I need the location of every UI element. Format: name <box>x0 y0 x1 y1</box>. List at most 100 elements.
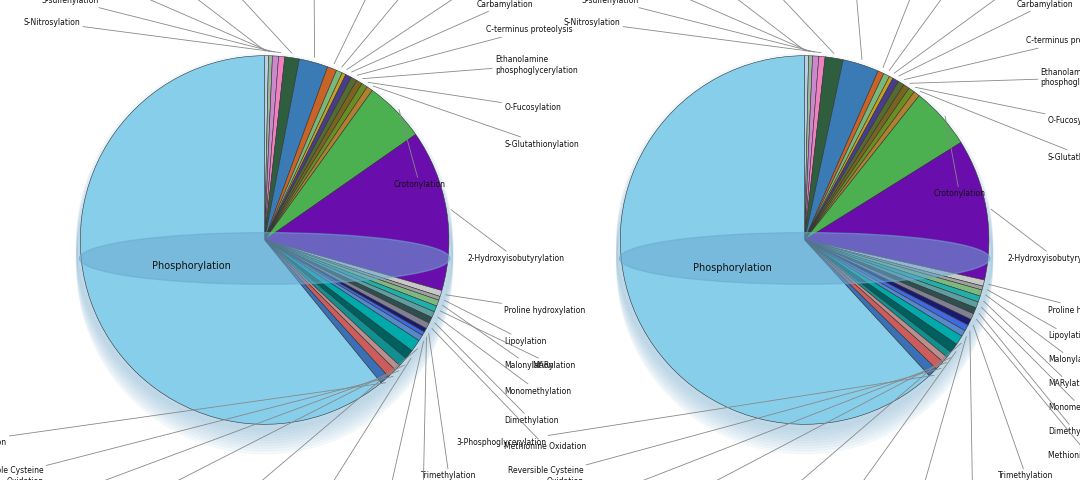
Wedge shape <box>805 240 978 308</box>
Wedge shape <box>265 87 373 240</box>
Wedge shape <box>805 73 890 240</box>
Text: S-Glutathionylation: S-Glutathionylation <box>374 86 579 149</box>
Ellipse shape <box>77 54 453 430</box>
Wedge shape <box>265 90 416 240</box>
Wedge shape <box>265 70 342 240</box>
Ellipse shape <box>617 75 993 451</box>
Text: S-cyanylation: S-cyanylation <box>347 0 510 70</box>
Ellipse shape <box>617 64 993 441</box>
Text: Methionine Oxidation: Methionine Oxidation <box>976 319 1080 460</box>
Text: C-terminus proteolysis: C-terminus proteolysis <box>357 25 572 75</box>
Text: S-sulfenylation: S-sulfenylation <box>41 0 274 52</box>
Wedge shape <box>805 84 909 240</box>
Text: N-glycosylation: N-glycosylation <box>943 331 1002 480</box>
Wedge shape <box>265 57 299 240</box>
Text: Succinylation: Succinylation <box>75 0 269 51</box>
Text: N-terminus
Proteolysis: N-terminus Proteolysis <box>833 351 956 480</box>
Wedge shape <box>805 240 943 369</box>
Text: Monomethylation: Monomethylation <box>982 307 1080 412</box>
Wedge shape <box>805 143 989 280</box>
Wedge shape <box>265 240 422 341</box>
Text: Dimethylation: Dimethylation <box>435 323 558 425</box>
Wedge shape <box>265 240 395 377</box>
Text: Carbonylation: Carbonylation <box>341 0 447 67</box>
Wedge shape <box>265 80 362 240</box>
Wedge shape <box>265 240 389 383</box>
Text: 3-Phosphoglycerylation: 3-Phosphoglycerylation <box>0 383 386 447</box>
Wedge shape <box>805 240 976 314</box>
Wedge shape <box>620 56 929 424</box>
Text: Myristoylation: Myristoylation <box>356 341 423 480</box>
Text: Carbamylation: Carbamylation <box>899 0 1074 76</box>
Ellipse shape <box>617 78 993 454</box>
Text: S-Acylation: S-Acylation <box>334 0 409 64</box>
Wedge shape <box>265 240 406 365</box>
Text: Phosphorylation: Phosphorylation <box>152 261 231 271</box>
Text: Methionine Oxidation: Methionine Oxidation <box>432 328 586 451</box>
Text: O-Fucosylation: O-Fucosylation <box>915 87 1080 125</box>
Wedge shape <box>265 134 449 290</box>
Text: Dimethylation: Dimethylation <box>980 313 1080 436</box>
Text: Succinylation: Succinylation <box>615 0 809 51</box>
Ellipse shape <box>617 72 993 448</box>
Ellipse shape <box>617 70 993 446</box>
Wedge shape <box>805 240 981 302</box>
Wedge shape <box>805 60 878 240</box>
Wedge shape <box>265 240 434 317</box>
Wedge shape <box>805 56 819 240</box>
Text: N-terminus
Proteolysis: N-terminus Proteolysis <box>301 358 411 480</box>
Wedge shape <box>805 88 915 240</box>
Wedge shape <box>805 71 883 240</box>
Wedge shape <box>265 240 440 300</box>
Wedge shape <box>805 240 985 286</box>
Text: Malonylation: Malonylation <box>986 295 1080 364</box>
Wedge shape <box>265 240 432 323</box>
Text: Monomethylation: Monomethylation <box>437 317 571 396</box>
Ellipse shape <box>617 54 993 430</box>
Wedge shape <box>265 240 411 359</box>
Wedge shape <box>265 240 400 370</box>
Ellipse shape <box>77 72 453 448</box>
Text: O-Fucosylation: O-Fucosylation <box>368 82 562 112</box>
Wedge shape <box>805 56 812 240</box>
Text: Ethanolamine
phosphoglycerylation: Ethanolamine phosphoglycerylation <box>363 55 578 79</box>
Wedge shape <box>80 56 381 424</box>
Wedge shape <box>805 240 957 352</box>
Ellipse shape <box>617 57 993 432</box>
Wedge shape <box>805 78 899 240</box>
Text: N-terminal
ubiquitination: N-terminal ubiquitination <box>649 358 950 480</box>
Ellipse shape <box>617 62 993 438</box>
Wedge shape <box>805 57 843 240</box>
Wedge shape <box>805 240 982 296</box>
Text: Proline hydroxylation: Proline hydroxylation <box>988 284 1080 314</box>
Wedge shape <box>265 56 272 240</box>
Ellipse shape <box>77 70 453 446</box>
Text: Myristoylation: Myristoylation <box>888 336 967 480</box>
Ellipse shape <box>617 67 993 443</box>
Text: Carbonylation: Carbonylation <box>889 0 987 71</box>
Text: Malonylation: Malonylation <box>443 305 554 370</box>
Text: Phosphorylation: Phosphorylation <box>693 263 772 273</box>
Text: Proline hydroxylation: Proline hydroxylation <box>446 295 585 314</box>
Wedge shape <box>805 240 936 376</box>
Wedge shape <box>805 96 961 240</box>
Text: S-Nitrosylation: S-Nitrosylation <box>24 18 281 53</box>
Wedge shape <box>805 240 966 336</box>
Text: MARylation: MARylation <box>441 311 576 370</box>
Wedge shape <box>805 240 962 344</box>
Text: Ethanolamine
phosphoglycerylation: Ethanolamine phosphoglycerylation <box>910 68 1080 87</box>
Wedge shape <box>265 56 279 240</box>
Wedge shape <box>805 56 825 240</box>
Text: Trimethylation: Trimethylation <box>421 334 476 480</box>
Text: S-Acylation: S-Acylation <box>883 0 949 68</box>
Wedge shape <box>265 56 285 240</box>
Text: Trimethylation: Trimethylation <box>973 325 1053 480</box>
Text: S-cyanylation: S-cyanylation <box>894 0 1050 73</box>
Ellipse shape <box>77 75 453 451</box>
Text: SUMOylation: SUMOylation <box>114 0 266 51</box>
Ellipse shape <box>77 64 453 441</box>
Wedge shape <box>265 240 419 351</box>
Wedge shape <box>805 76 893 240</box>
Text: Acetylation: Acetylation <box>293 0 336 58</box>
Wedge shape <box>805 240 947 362</box>
